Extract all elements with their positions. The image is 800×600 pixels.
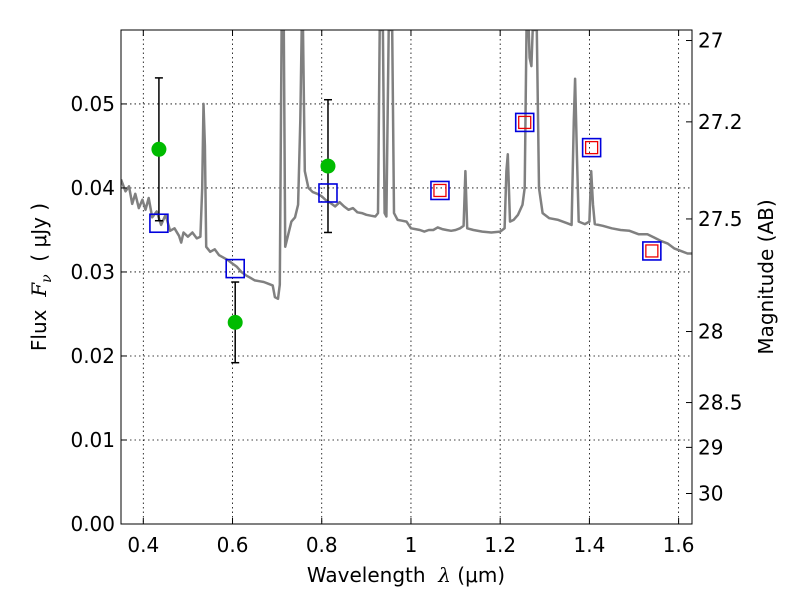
y2-tick-label: 27.2 [698, 110, 743, 134]
y-tick-label: 0.04 [70, 176, 115, 200]
x-tick-label: 0.6 [217, 533, 249, 557]
model-square [514, 112, 535, 133]
observed-point [320, 158, 336, 174]
x-tick-label: 1.6 [663, 533, 695, 557]
fit-square [645, 244, 659, 258]
x-axis-label: Wavelength λ (μm) [307, 563, 505, 587]
observed-point [227, 314, 243, 330]
x-tick-label: 1.2 [484, 533, 516, 557]
y2-tick-label: 27 [698, 29, 723, 53]
y-tick-label: 0.05 [70, 92, 115, 116]
model-square [642, 241, 662, 261]
model-square [149, 213, 169, 234]
x-tick-label: 0.4 [127, 533, 159, 557]
y2-tick-label: 30 [698, 481, 723, 505]
y2-tick-label: 28 [698, 320, 723, 344]
y-tick-label: 0.01 [70, 428, 115, 452]
model-square [225, 258, 245, 279]
sed-curve-layer [121, 30, 692, 301]
observed-point [151, 141, 167, 157]
x-tick-label: 1.4 [573, 533, 605, 557]
ticks: 0.4 0.6 0.8 1 1.2 1.4 1.6 0.00 0.01 0.02 0.03 0.04 0… [70, 29, 742, 557]
grid [121, 30, 692, 525]
sed-curve [121, 30, 692, 301]
model-square [581, 137, 602, 158]
y2-tick-label: 29 [698, 435, 723, 459]
model-square [318, 183, 338, 203]
y2-tick-label: 28.5 [698, 391, 743, 415]
fit-square [433, 183, 447, 198]
fit-square [518, 115, 532, 130]
y-tick-label: 0.02 [70, 344, 115, 368]
x-tick-label: 0.8 [306, 533, 338, 557]
model-square [430, 180, 450, 201]
fit-square [584, 140, 599, 155]
plot-frame [120, 29, 693, 525]
y-tick-label: 0.03 [70, 260, 115, 284]
y-tick-label: 0.00 [70, 512, 115, 536]
y-axis-label: Flux Fν ( μJy ) [27, 203, 55, 351]
y2-tick-label: 27.5 [698, 207, 743, 231]
marker-layer [149, 77, 662, 364]
x-tick-label: 1 [405, 533, 418, 557]
y2-axis-label: Magnitude (AB) [754, 199, 778, 354]
